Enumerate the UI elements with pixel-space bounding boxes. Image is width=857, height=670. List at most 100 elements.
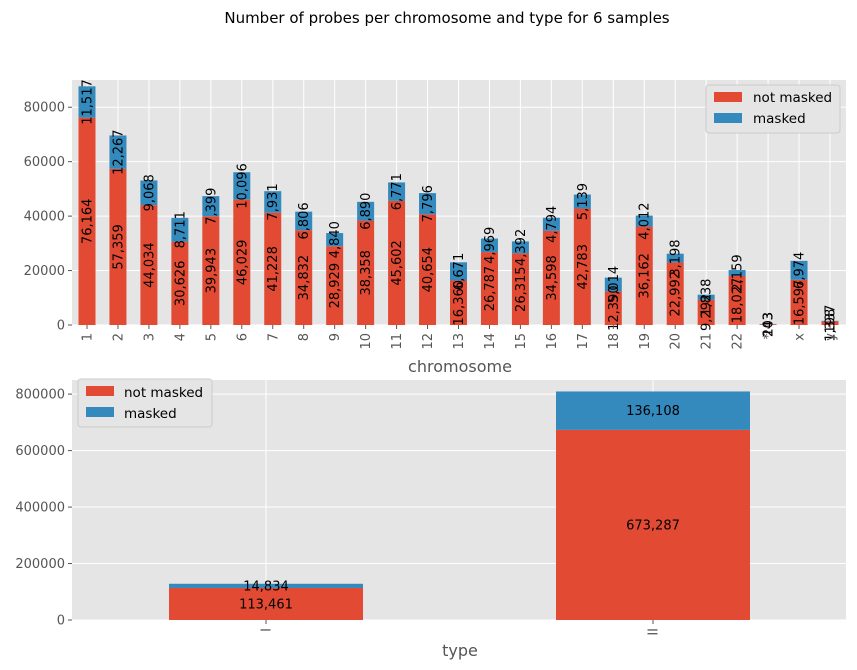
type-chart: 113,461 14,834 673,287 136,108 0 200000 40000… [15,378,846,660]
data-label-not-masked-ii: 673,287 [626,518,680,533]
bar-not-masked-12 [419,214,437,325]
bar-masked-ii [556,391,750,430]
bar-not-masked-x [790,279,808,325]
data-label-masked-y: 198 [824,309,839,334]
bar-masked-5 [202,196,220,217]
bar-not-masked-19 [635,226,653,325]
bar-not-masked-22 [728,275,746,325]
x-tick-label-17: 17 [576,333,591,350]
x-tick-label-15: 15 [514,333,529,350]
bar-masked-22 [728,270,746,276]
bar-not-masked-2 [109,168,127,325]
bar-masked-8 [295,211,313,231]
x-tick-label-20: 20 [669,333,684,350]
data-label-masked-15: 4,392 [514,229,529,266]
bar-not-masked-20 [666,262,684,325]
x-tick-label-8: 8 [297,333,312,341]
data-label-not-masked-18: 12,390 [607,285,622,331]
y-tick-label: 0 [57,319,65,334]
bar-masked-21 [697,294,715,300]
bar-masked-11 [388,182,406,201]
bar-not-masked-16 [542,230,560,325]
bar-masked-12 [419,193,437,215]
x-tick-label-9: 9 [328,333,343,341]
bar-not-masked-4 [171,241,189,325]
data-label-masked-4: 8,711 [173,211,188,248]
y-tick-label: 20000 [24,264,65,279]
x-tick-label-7: 7 [266,333,281,341]
bar-masked-y [821,320,839,322]
data-label-not-masked-20: 22,992 [669,271,684,317]
type-x-axis-label: type [442,641,478,660]
data-label-not-masked-16: 34,598 [545,255,560,301]
bar-not-masked-8 [295,230,313,325]
data-label-masked-i: 14,834 [243,579,289,594]
legend-label-masked: masked [124,406,177,422]
data-label-masked-1: 11,517 [81,79,96,125]
data-label-masked-19: 4,012 [638,202,653,239]
bar-masked-2 [109,135,127,169]
data-label-not-masked-13: 16,360 [452,280,467,326]
y-tick-label: 200000 [15,557,65,572]
bar-not-masked-17 [573,208,591,325]
x-tick-label-19: 19 [638,333,653,350]
x-tick-label-11: 11 [390,333,405,350]
y-tick-label: 800000 [15,388,65,403]
bar-masked-15 [511,241,529,254]
data-label-not-masked-8: 34,832 [297,255,312,301]
data-label-masked-3: 9,068 [142,174,157,211]
data-label-masked-22: 2,159 [731,254,746,291]
x-tick-label-12: 12 [421,333,436,350]
x-tick-label-5: 5 [204,333,219,341]
bar-masked-17 [573,194,591,209]
legend-label-masked: masked [753,111,806,127]
data-label-masked-10: 6,890 [359,193,374,230]
type-legend: not masked masked [77,378,213,428]
bar-not-masked-5 [202,216,220,325]
data-label-masked-12: 7,796 [421,185,436,222]
data-label-not-masked-6: 46,029 [235,240,250,285]
data-label-masked-16: 4,794 [545,206,560,243]
data-label-not-masked-22: 18,027 [731,278,746,324]
y-tick-label: 40000 [24,210,65,225]
data-label-masked-21: 1,838 [700,279,715,316]
data-label-masked-20: 3,198 [669,239,684,276]
bar-not-masked-15 [511,253,529,325]
bar-not-masked-star [759,324,777,325]
legend-label-not-masked: not masked [753,90,832,106]
x-tick-label-2: 2 [111,333,126,341]
data-label-masked-7: 7,931 [266,183,281,220]
bar-masked-1 [78,86,96,118]
bar-not-masked-ii [556,429,750,620]
x-tick-label-i: I [260,628,275,632]
bar-masked-3 [140,180,158,206]
bar-not-masked-10 [357,220,375,325]
x-tick-label-10: 10 [359,333,374,350]
x-tick-label-ii: II [647,628,662,636]
bar-not-masked-y [821,321,839,325]
bar-masked-7 [264,191,282,213]
x-tick-label-6: 6 [235,333,250,341]
data-label-not-masked-11: 45,602 [390,240,405,286]
data-label-masked-8: 6,806 [297,202,312,239]
data-label-not-masked-y: 1,337 [824,305,839,342]
bar-not-masked-18 [604,291,622,325]
x-tick-label-18: 18 [607,333,622,350]
data-label-masked-11: 6,771 [390,173,405,210]
y-tick-label: 400000 [15,501,65,516]
data-label-masked-6: 10,096 [235,163,250,209]
bar-not-masked-21 [697,299,715,325]
data-label-not-masked-14: 26,787 [483,266,498,312]
bar-masked-19 [635,215,653,227]
data-label-not-masked-i: 113,461 [239,597,293,612]
legend-swatch-masked [86,407,114,417]
bar-masked-i [169,583,363,588]
bar-not-masked-3 [140,205,158,325]
bar-not-masked-9 [326,246,344,325]
x-tick-label-star: * [762,333,777,340]
legend-swatch-masked [714,113,742,123]
x-tick-label-13: 13 [452,333,467,350]
data-label-not-masked-2: 57,359 [111,224,126,270]
bar-masked-16 [542,217,560,231]
